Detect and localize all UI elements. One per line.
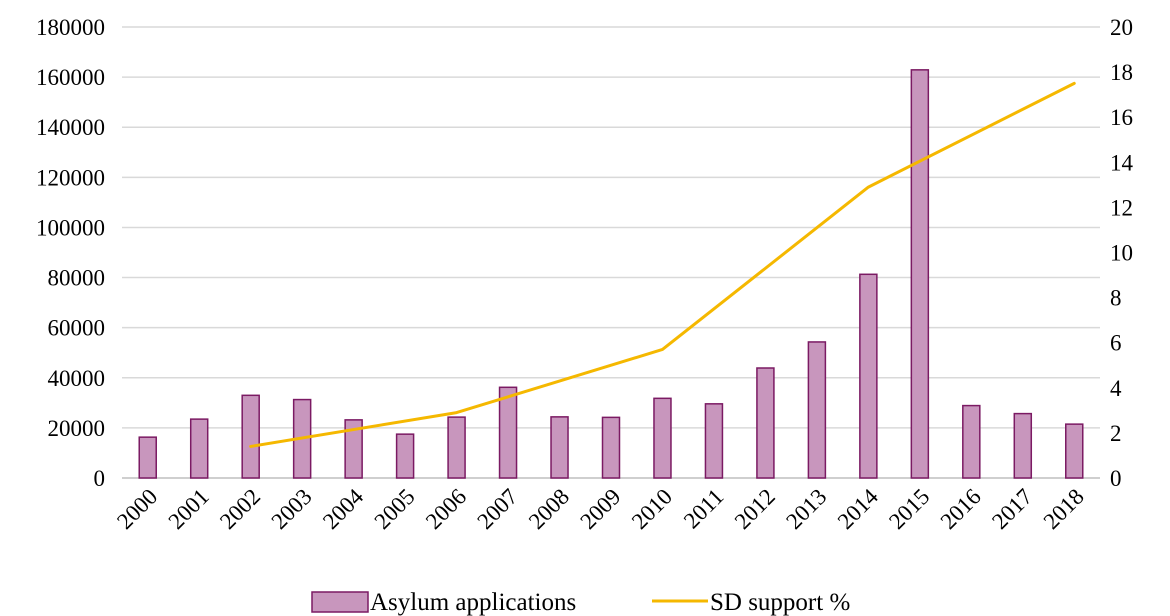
left-tick-label: 160000 [36, 65, 105, 90]
x-tick-label: 2013 [781, 484, 831, 534]
left-tick-label: 140000 [36, 115, 105, 140]
right-tick-label: 8 [1110, 286, 1122, 311]
right-tick-label: 12 [1110, 195, 1133, 220]
bar [704, 403, 724, 479]
x-tick-label: 2010 [627, 484, 677, 534]
bar [601, 416, 621, 479]
legend-swatch-bars [311, 591, 369, 613]
x-tick-label: 2006 [421, 484, 471, 534]
left-tick-label: 20000 [48, 416, 106, 441]
left-tick-label: 120000 [36, 165, 105, 190]
left-tick-label: 60000 [48, 316, 106, 341]
x-tick-label: 2008 [524, 484, 574, 534]
x-tick-label: 2012 [730, 484, 780, 534]
gridlines [122, 26, 1100, 479]
x-tick-label: 2002 [215, 484, 265, 534]
x-tick-label: 2001 [164, 484, 214, 534]
x-tick-label: 2003 [266, 484, 316, 534]
x-tick-label: 2015 [884, 484, 934, 534]
bar [1013, 412, 1033, 479]
left-tick-label: 0 [94, 466, 106, 491]
bar [395, 433, 415, 479]
x-tick-label: 2014 [833, 484, 884, 535]
bar [910, 69, 930, 479]
bar-series [138, 69, 1084, 479]
x-tick-label: 2000 [112, 484, 162, 534]
bar [962, 404, 981, 479]
bar [498, 386, 518, 479]
bar [550, 416, 569, 479]
line-path [249, 81, 1076, 448]
legend-label-bars: Asylum applications [370, 589, 576, 616]
bar [447, 416, 466, 479]
legend-item-bars: Asylum applications [311, 589, 576, 616]
left-axis-ticks: 0 20000 40000 60000 80000 100000 120000 140000 1… [36, 15, 105, 491]
x-tick-label: 2005 [369, 484, 419, 534]
bar [653, 397, 672, 479]
bar [859, 273, 878, 479]
x-tick-label: 2011 [679, 484, 729, 534]
left-tick-label: 100000 [36, 215, 105, 240]
bar [1065, 423, 1084, 479]
right-axis-ticks: 0 2 4 6 8 10 12 14 16 18 20 [1110, 15, 1134, 491]
bar [344, 419, 363, 479]
x-tick-label: 2004 [318, 484, 369, 535]
right-tick-label: 0 [1110, 466, 1122, 491]
right-tick-label: 2 [1110, 421, 1122, 446]
left-tick-label: 40000 [48, 366, 106, 391]
x-tick-label: 2016 [936, 484, 986, 534]
right-tick-label: 10 [1110, 241, 1133, 266]
x-tick-label: 2018 [1039, 484, 1089, 534]
legend-item-line: SD support % [652, 589, 850, 616]
line-series [249, 81, 1076, 448]
x-tick-label: 2017 [987, 484, 1037, 534]
right-tick-label: 18 [1110, 60, 1133, 85]
right-tick-label: 20 [1110, 15, 1133, 40]
bar [807, 341, 827, 479]
bar [241, 394, 260, 479]
bar [189, 418, 209, 479]
legend-label-line: SD support % [710, 589, 850, 616]
right-tick-label: 6 [1110, 331, 1122, 356]
x-tick-label: 2007 [472, 484, 522, 534]
right-tick-label: 16 [1110, 105, 1133, 130]
x-axis-ticks: 2000 2001 2002 2003 2004 2005 2006 2007 2008 2009… [112, 484, 1089, 535]
left-tick-label: 80000 [48, 266, 106, 291]
left-tick-label: 180000 [36, 15, 105, 40]
right-tick-label: 14 [1110, 150, 1134, 175]
bar [138, 436, 157, 479]
bar [756, 367, 775, 479]
legend: Asylum applications SD support % [311, 589, 850, 616]
right-tick-label: 4 [1110, 376, 1122, 401]
x-tick-label: 2009 [575, 484, 625, 534]
